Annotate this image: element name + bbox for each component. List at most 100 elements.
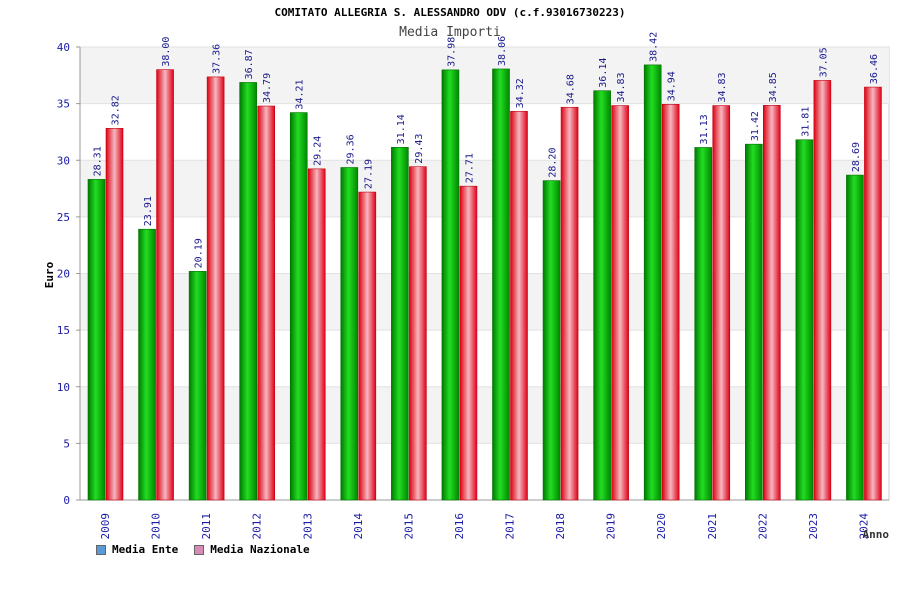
- data-label: 28.31: [93, 146, 104, 176]
- chart-title: COMITATO ALLEGRIA S. ALESSANDRO ODV (c.f…: [274, 6, 626, 19]
- data-label: 38.42: [649, 32, 660, 62]
- bar-media-nazionale-2015: [409, 166, 427, 501]
- data-label: 32.82: [111, 95, 122, 125]
- bar-media-nazionale-2024: [864, 86, 882, 501]
- bar-media-ente-2020: [643, 64, 662, 501]
- bar-media-ente-2021: [694, 147, 713, 501]
- bar-media-nazionale-2020: [661, 104, 680, 501]
- data-label: 34.32: [515, 78, 526, 108]
- data-label: 38.06: [497, 36, 508, 66]
- data-label: 36.87: [244, 49, 255, 79]
- bar-media-nazionale-2009: [105, 128, 124, 501]
- bar-media-ente-2022: [745, 143, 763, 501]
- data-label: 34.83: [616, 72, 627, 102]
- bar-media-nazionale-2017: [510, 111, 528, 501]
- legend: Media Ente Media Nazionale: [96, 543, 310, 556]
- bar-media-ente-2017: [492, 68, 510, 501]
- y-tick-label: 0: [63, 494, 70, 507]
- x-tick-label: 2012: [251, 513, 264, 540]
- bar-media-nazionale-2019: [611, 105, 629, 501]
- data-label: 29.24: [313, 136, 324, 166]
- legend-label-media-ente: Media Ente: [112, 543, 179, 556]
- x-tick-label: 2022: [756, 513, 769, 540]
- data-label: 38.00: [161, 37, 172, 67]
- y-tick-label: 10: [57, 381, 70, 394]
- bar-media-ente-2019: [593, 90, 611, 501]
- y-tick-label: 25: [57, 211, 70, 224]
- bar-media-nazionale-2018: [560, 106, 579, 501]
- y-tick-label: 40: [57, 41, 70, 54]
- bar-media-nazionale-2016: [459, 185, 478, 501]
- x-tick-label: 2010: [150, 513, 163, 540]
- data-label: 31.42: [750, 111, 761, 141]
- y-axis-ticks: 0 5 10 15 20 25 30 35 40: [57, 41, 70, 507]
- bar-media-nazionale-2021: [712, 105, 731, 501]
- data-label: 36.14: [598, 58, 609, 88]
- data-label: 28.20: [548, 148, 559, 178]
- data-label: 27.19: [363, 159, 374, 189]
- x-tick-label: 2017: [504, 513, 517, 540]
- data-label: 20.19: [194, 238, 205, 268]
- data-label: 36.46: [869, 54, 880, 84]
- x-tick-label: 2013: [301, 513, 314, 540]
- y-tick-label: 30: [57, 154, 70, 167]
- y-tick-label: 20: [57, 268, 70, 281]
- data-label: 27.71: [464, 153, 475, 183]
- bar-media-ente-2013: [289, 112, 308, 501]
- y-tick-label: 5: [63, 437, 70, 450]
- bar-media-nazionale-2011: [206, 76, 225, 501]
- bar-media-nazionale-2010: [156, 69, 174, 501]
- data-label: 31.81: [800, 107, 811, 137]
- data-label: 31.13: [699, 114, 710, 144]
- data-label: 23.91: [143, 196, 154, 226]
- data-label: 28.69: [851, 142, 862, 172]
- y-tick-label: 15: [57, 324, 70, 337]
- legend-swatch-media-nazionale: [194, 544, 205, 555]
- data-label: 29.36: [345, 134, 356, 164]
- data-label: 37.36: [212, 44, 223, 74]
- bar-media-ente-2016: [441, 69, 460, 501]
- x-tick-label: 2009: [99, 513, 112, 540]
- legend-label-media-nazionale: Media Nazionale: [210, 543, 310, 556]
- y-tick-label: 35: [57, 98, 70, 111]
- data-label: 29.43: [414, 134, 425, 164]
- bar-media-ente-2012: [239, 82, 257, 501]
- x-tick-label: 2024: [857, 513, 870, 540]
- bar-media-ente-2014: [340, 167, 359, 501]
- bar-media-ente-2010: [138, 228, 156, 501]
- data-label: 34.85: [768, 72, 779, 102]
- data-label: 34.21: [295, 79, 306, 109]
- x-axis-ticks: 2009 2010 2011 2012 2013 2014 2015 2016 2017 2018…: [99, 513, 870, 540]
- x-axis-label: Anno: [863, 528, 890, 541]
- x-tick-label: 2011: [200, 513, 213, 540]
- bar-media-nazionale-2012: [257, 105, 275, 501]
- x-tick-label: 2014: [352, 513, 365, 540]
- legend-item-media-ente: Media Ente: [96, 543, 178, 556]
- legend-item-media-nazionale: Media Nazionale: [194, 543, 310, 556]
- data-label: 37.98: [446, 37, 457, 67]
- x-tick-label: 2023: [807, 513, 820, 540]
- data-label: 34.79: [262, 73, 273, 103]
- bar-media-ente-2023: [795, 139, 814, 501]
- bar-media-nazionale-2014: [358, 191, 377, 501]
- y-axis-label: Euro: [43, 261, 56, 288]
- data-label: 34.94: [667, 71, 678, 101]
- bar-media-ente-2024: [846, 174, 864, 501]
- x-tick-label: 2020: [655, 513, 668, 540]
- bar-media-nazionale-2013: [307, 168, 326, 501]
- data-label: 31.14: [396, 114, 407, 144]
- data-label: 34.68: [566, 74, 577, 104]
- bar-media-nazionale-2022: [763, 105, 781, 501]
- bar-media-ente-2011: [188, 271, 207, 501]
- data-label: 37.05: [818, 47, 829, 77]
- chart-subtitle: Media Importi: [399, 25, 501, 40]
- data-label: 34.83: [717, 72, 728, 102]
- x-tick-label: 2018: [554, 513, 567, 540]
- legend-swatch-media-ente: [96, 544, 106, 555]
- bar-media-nazionale-2023: [813, 80, 832, 501]
- x-tick-label: 2016: [453, 513, 466, 540]
- bar-media-ente-2015: [391, 147, 409, 501]
- x-tick-label: 2021: [706, 513, 719, 540]
- bar-labels: 28.31 32.82 23.91 38.00 20.19 37.36 36.87 34.79…: [93, 32, 880, 269]
